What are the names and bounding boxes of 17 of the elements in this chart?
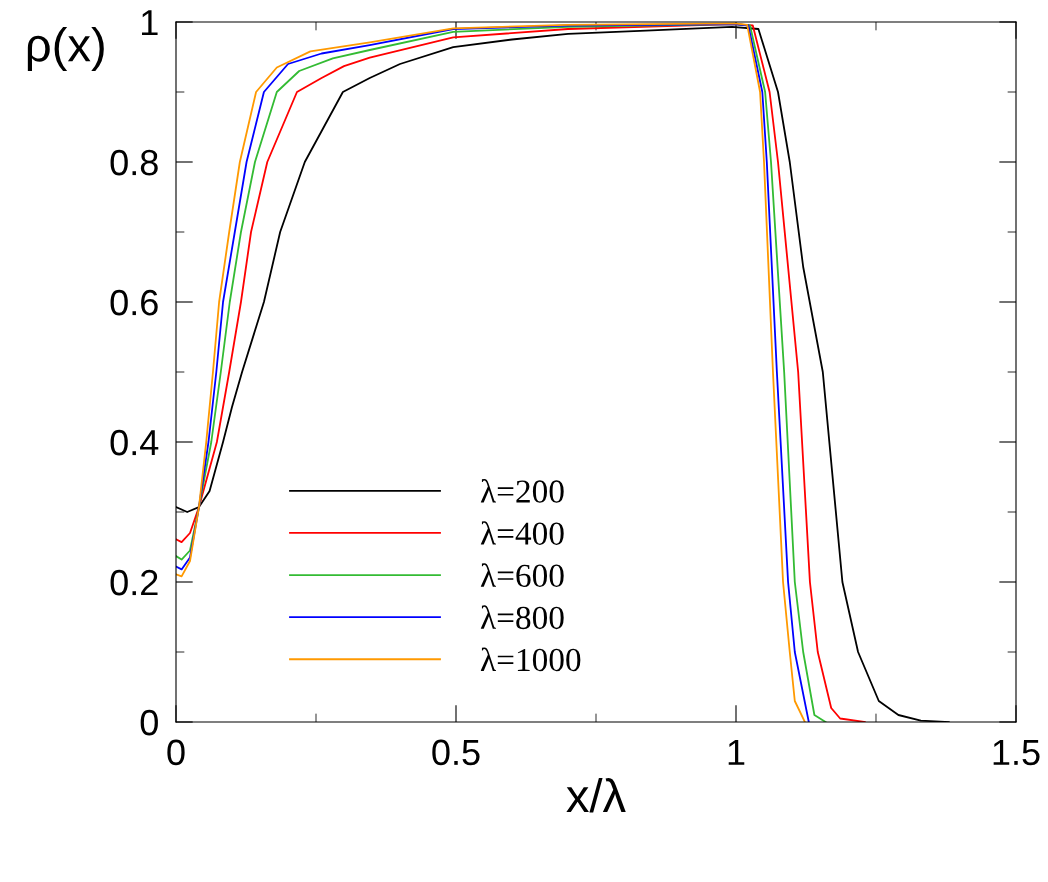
- x-tick-label: 0: [167, 739, 185, 766]
- legend-label: λ=1000: [480, 647, 581, 672]
- legend-label: λ=600: [480, 563, 564, 588]
- y-tick-label: 0.2: [110, 569, 158, 596]
- y-axis-title: ρ(x): [27, 26, 104, 71]
- legend-label: λ=400: [480, 521, 564, 545]
- legend-label: λ=800: [480, 605, 564, 630]
- x-axis-title: x/λ: [566, 777, 626, 813]
- x-tick-label: 0.5: [432, 739, 480, 766]
- y-tick-label: 0.8: [110, 149, 158, 176]
- legend-label: λ=200: [480, 479, 564, 503]
- x-tick-label: 1.5: [993, 739, 1040, 766]
- y-tick-label: 0.4: [110, 429, 159, 456]
- y-tick-label: 1: [142, 10, 158, 36]
- y-tick-label: 0.6: [110, 289, 158, 316]
- y-tick-label: 0: [140, 709, 158, 736]
- x-tick-label: 1: [728, 739, 745, 765]
